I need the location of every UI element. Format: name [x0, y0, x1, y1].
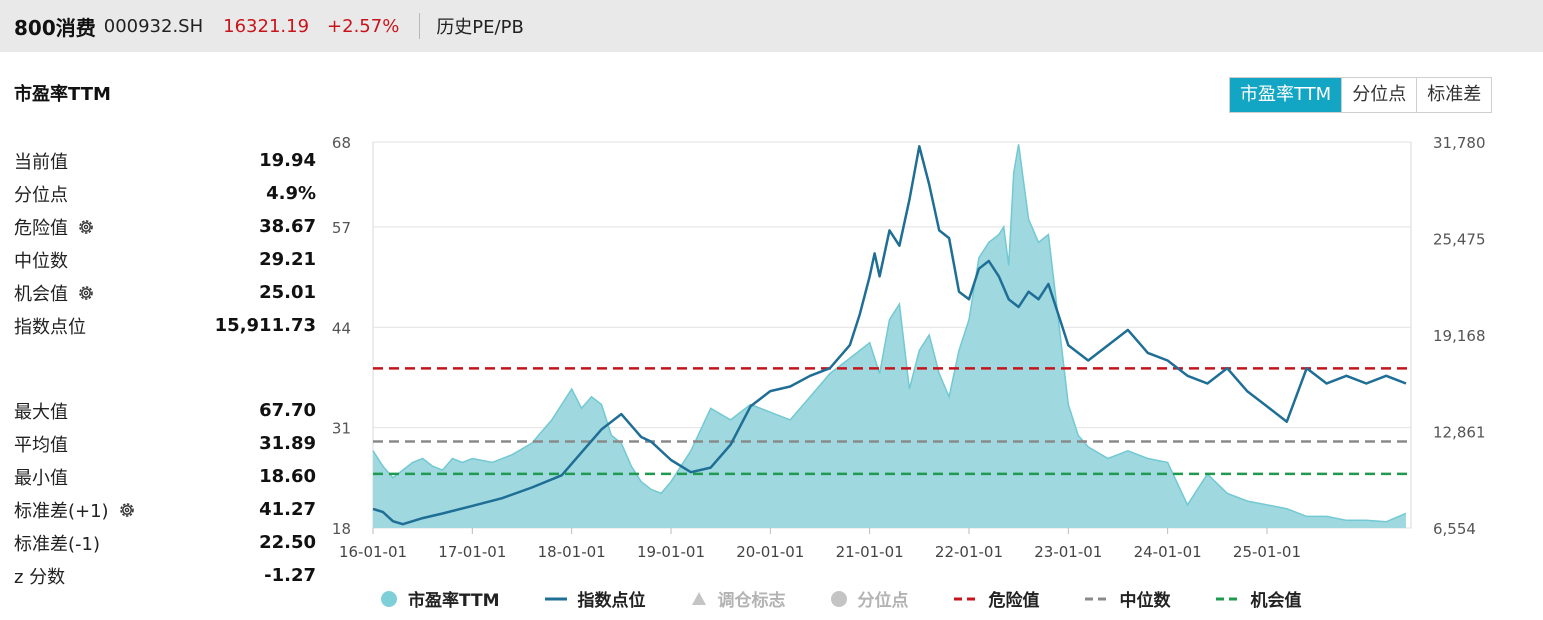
legend-rebalance[interactable]: 调仓标志	[690, 586, 786, 611]
stat-value: 25.01	[259, 282, 316, 303]
right-axis-tick-label: 31,780	[1433, 134, 1486, 152]
x-axis-tick-label: 22-01-01	[935, 543, 1003, 561]
x-axis-tick-label: 17-01-01	[438, 543, 506, 561]
x-axis-tick-label: 25-01-01	[1233, 543, 1301, 561]
stat-value: 19.94	[259, 150, 316, 171]
metric-tabs: 市盈率TTM 分位点 标准差	[1229, 77, 1493, 113]
header-divider	[419, 13, 421, 39]
stat-row: 标准差(-1) 22.50	[14, 526, 316, 559]
stat-row: 危险值 38.67	[14, 210, 316, 243]
legend-percentile[interactable]: 分位点	[830, 586, 909, 611]
x-axis-tick-label: 16-01-01	[339, 543, 407, 561]
legend-index[interactable]: 指数点位	[544, 586, 646, 611]
x-axis-tick-label: 24-01-01	[1134, 543, 1202, 561]
index-code: 000932.SH	[103, 15, 204, 37]
stat-value: 18.60	[259, 466, 316, 487]
triangle-icon	[691, 591, 706, 605]
gear-icon[interactable]	[76, 217, 96, 237]
gear-icon[interactable]	[117, 500, 137, 520]
stat-value: 29.21	[259, 249, 316, 270]
stat-row: 平均值 31.89	[14, 427, 316, 460]
stat-row: 中位数 29.21	[14, 243, 316, 276]
legend-label: 中位数	[1119, 591, 1171, 611]
header-bar: 800消费 000932.SH 16321.19 +2.57% 历史PE/PB	[0, 0, 1543, 52]
stat-label: 分位点	[14, 184, 68, 206]
pe-chart: 18 31 44 57 68 6,554 12,861 19,168 25,475 31,780 1…	[332, 134, 1486, 561]
legend-opportunity[interactable]: 机会值	[1215, 586, 1302, 611]
stat-row: 标准差(+1) 41.27	[14, 493, 316, 526]
stat-row: 机会值 25.01	[14, 276, 316, 309]
tab-pe-ttm[interactable]: 市盈率TTM	[1230, 78, 1342, 112]
dashed-line-icon	[1084, 597, 1109, 600]
x-axis-tick-label: 21-01-01	[836, 543, 904, 561]
index-line	[372, 145, 1407, 526]
stat-label: 机会值	[14, 283, 68, 305]
stat-row: z 分数 -1.27	[14, 559, 316, 592]
dashed-line-icon	[953, 597, 978, 600]
stat-value: 41.27	[259, 499, 316, 520]
dashed-line-icon	[1215, 597, 1240, 600]
left-axis-tick-label: 57	[332, 219, 351, 237]
tab-percentile[interactable]: 分位点	[1341, 78, 1417, 112]
x-axis-tick-label: 23-01-01	[1034, 543, 1102, 561]
legend-label: 机会值	[1250, 591, 1302, 611]
legend-label: 危险值	[988, 591, 1040, 611]
stat-label: 最大值	[14, 401, 68, 423]
right-axis-tick-label: 19,168	[1433, 327, 1486, 345]
legend-danger[interactable]: 危险值	[953, 586, 1040, 611]
legend-pe[interactable]: 市盈率TTM	[380, 586, 500, 611]
pe-line	[372, 144, 1407, 523]
stat-value: -1.27	[264, 565, 316, 586]
legend-label: 指数点位	[577, 591, 646, 611]
left-axis-tick-label: 68	[332, 134, 351, 152]
stats-panel: 当前值 19.94 分位点 4.9% 危险值 38.67 中位数 29.21 机…	[14, 144, 316, 592]
right-axis-tick-label: 25,475	[1433, 231, 1486, 249]
legend-label: 分位点	[857, 591, 909, 611]
stat-label: 中位数	[14, 250, 68, 272]
stat-row: 当前值 19.94	[14, 144, 316, 177]
stat-label: 平均值	[14, 434, 68, 456]
stat-label: 标准差(+1)	[14, 500, 109, 522]
stat-value: 38.67	[259, 216, 316, 237]
stat-value: 15,911.73	[214, 315, 316, 336]
index-name: 800消费	[14, 15, 96, 40]
stat-label: 指数点位	[14, 316, 86, 338]
x-axis-tick-label: 20-01-01	[736, 543, 804, 561]
left-axis-tick-label: 31	[332, 420, 351, 438]
line-icon	[544, 597, 567, 600]
stat-label: 标准差(-1)	[14, 533, 100, 555]
stat-value: 31.89	[259, 433, 316, 454]
circle-icon	[830, 590, 847, 607]
index-price: 16321.19	[223, 15, 310, 37]
x-axis-tick-label: 19-01-01	[637, 543, 705, 561]
stat-label: z 分数	[14, 566, 66, 588]
right-axis-tick-label: 6,554	[1433, 520, 1476, 538]
legend-label: 市盈率TTM	[408, 591, 500, 611]
legend-label: 调仓标志	[717, 591, 786, 611]
x-axis-tick-label: 18-01-01	[538, 543, 606, 561]
stat-label: 当前值	[14, 151, 68, 173]
stat-row: 指数点位 15,911.73	[14, 309, 316, 342]
stat-label: 最小值	[14, 467, 68, 489]
chart-legend: 市盈率TTM 指数点位 调仓标志 分位点 危险值 中位数 机会值	[380, 586, 1346, 611]
stat-value: 4.9%	[266, 183, 316, 204]
gear-icon[interactable]	[76, 283, 96, 303]
right-axis-tick-label: 12,861	[1433, 424, 1486, 442]
stat-value: 22.50	[259, 532, 316, 553]
left-axis-tick-label: 44	[332, 319, 351, 337]
stat-row: 分位点 4.9%	[14, 177, 316, 210]
stat-label: 危险值	[14, 217, 68, 239]
tab-std-dev[interactable]: 标准差	[1416, 78, 1492, 112]
legend-median[interactable]: 中位数	[1084, 586, 1171, 611]
left-axis-tick-label: 18	[332, 520, 351, 538]
index-change: +2.57%	[327, 15, 400, 37]
section-title: 市盈率TTM	[14, 84, 111, 105]
stat-row: 最大值 67.70	[14, 394, 316, 427]
history-pe-pb-link[interactable]: 历史PE/PB	[436, 17, 524, 38]
pe-area	[373, 144, 1407, 529]
circle-icon	[381, 590, 397, 607]
stat-row: 最小值 18.60	[14, 460, 316, 493]
stat-value: 67.70	[259, 400, 316, 421]
